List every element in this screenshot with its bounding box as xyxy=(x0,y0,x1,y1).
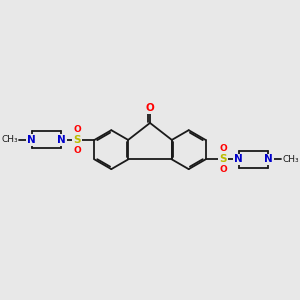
Text: N: N xyxy=(264,154,273,164)
Text: N: N xyxy=(234,154,243,164)
Text: O: O xyxy=(219,144,227,153)
Text: O: O xyxy=(219,165,227,174)
Text: O: O xyxy=(146,103,154,113)
Text: N: N xyxy=(57,135,66,145)
Text: N: N xyxy=(27,135,36,145)
Text: S: S xyxy=(73,135,81,145)
Text: CH₃: CH₃ xyxy=(282,155,299,164)
Text: O: O xyxy=(73,125,81,134)
Text: O: O xyxy=(73,146,81,155)
Text: S: S xyxy=(219,154,227,164)
Text: CH₃: CH₃ xyxy=(1,135,18,144)
